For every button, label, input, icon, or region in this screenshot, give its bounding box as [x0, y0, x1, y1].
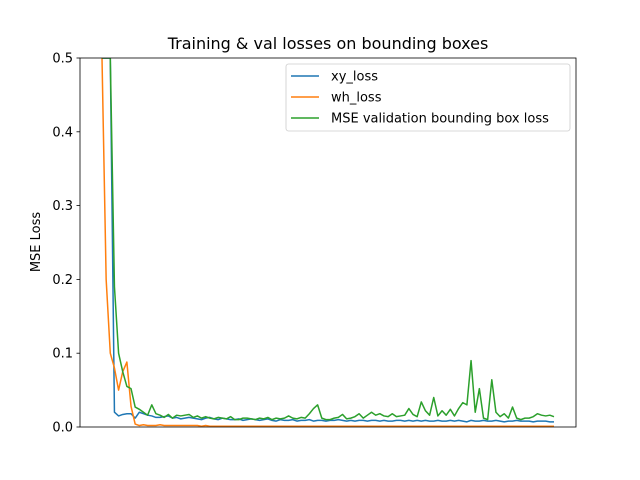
series-line-2 — [102, 58, 555, 421]
legend: xy_loss wh_loss MSE validation bounding bo… — [285, 63, 571, 132]
chart-title: Training & val losses on bounding boxes — [167, 34, 489, 53]
y-tick-label-1: 0.1 — [52, 347, 73, 362]
legend-box — [285, 63, 571, 132]
axes-frame — [79, 57, 577, 428]
axes-layer: 0.0 0.1 0.2 0.3 0.4 0.5 — [52, 52, 577, 436]
y-axis-label: MSE Loss — [29, 212, 44, 273]
y-tick-label-4: 0.4 — [52, 125, 73, 140]
series-line-1 — [101, 58, 554, 427]
y-tick-label-5: 0.5 — [52, 52, 73, 67]
series-layer — [101, 58, 555, 427]
legend-label-1: wh_loss — [331, 91, 382, 106]
series-line-0 — [102, 58, 554, 423]
y-tick-label-2: 0.2 — [52, 273, 73, 288]
legend-label-0: xy_loss — [331, 70, 378, 85]
legend-label-2: MSE validation bounding box loss — [331, 112, 549, 127]
y-tick-label-3: 0.3 — [52, 199, 73, 214]
y-tick-label-0: 0.0 — [52, 421, 73, 436]
